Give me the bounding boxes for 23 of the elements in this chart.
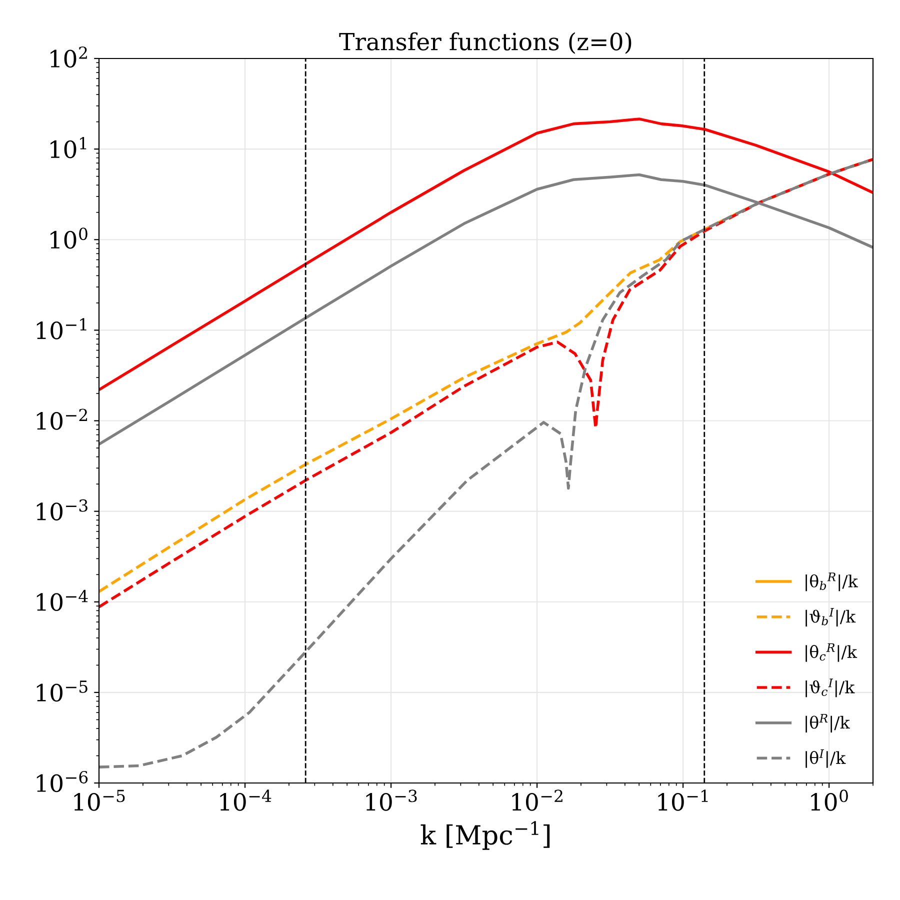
legend-label: |θ$^{R}$|/k [806, 714, 850, 732]
y-tick-label: 10$^{2}$ [50, 46, 87, 68]
legend-label: |θ$^{I}$|/k [806, 749, 846, 768]
y-tick-label: 10$^{1}$ [50, 137, 86, 158]
x-tick-label: 10$^{−5}$ [74, 790, 125, 811]
y-tick-label: 10$^{−3}$ [36, 499, 88, 520]
x-tick-label: 10$^{−4}$ [220, 790, 272, 811]
y-tick-label: 10$^{−2}$ [36, 408, 88, 430]
x-tick-label: 10$^{−2}$ [512, 790, 562, 811]
y-tick-label: 10$^{0}$ [50, 228, 88, 249]
legend-label: |ϑ$_{b}$$^{I}$|/k [806, 608, 856, 626]
legend-label: |θ$_{b}$$^{R}$|/k [806, 572, 858, 592]
x-tick-label: 10$^{0}$ [811, 790, 848, 811]
y-tick-label: 10$^{−4}$ [36, 590, 88, 612]
legend-label: |θ$_{c}$$^{R}$|/k [806, 643, 858, 662]
legend-label: |ϑ$_{c}$$^{I}$|/k [806, 678, 855, 698]
y-tick-label: 10$^{−1}$ [36, 318, 86, 340]
x-tick-label: 10$^{−3}$ [366, 790, 417, 811]
x-axis-title: k [Mpc$^{−1}$] [420, 821, 550, 850]
x-tick-label: 10$^{−1}$ [658, 790, 708, 811]
y-tick-label: 10$^{−5}$ [36, 680, 88, 702]
chart-title: Transfer functions (z=0) [339, 32, 632, 54]
y-tick-label: 10$^{−6}$ [36, 770, 88, 792]
